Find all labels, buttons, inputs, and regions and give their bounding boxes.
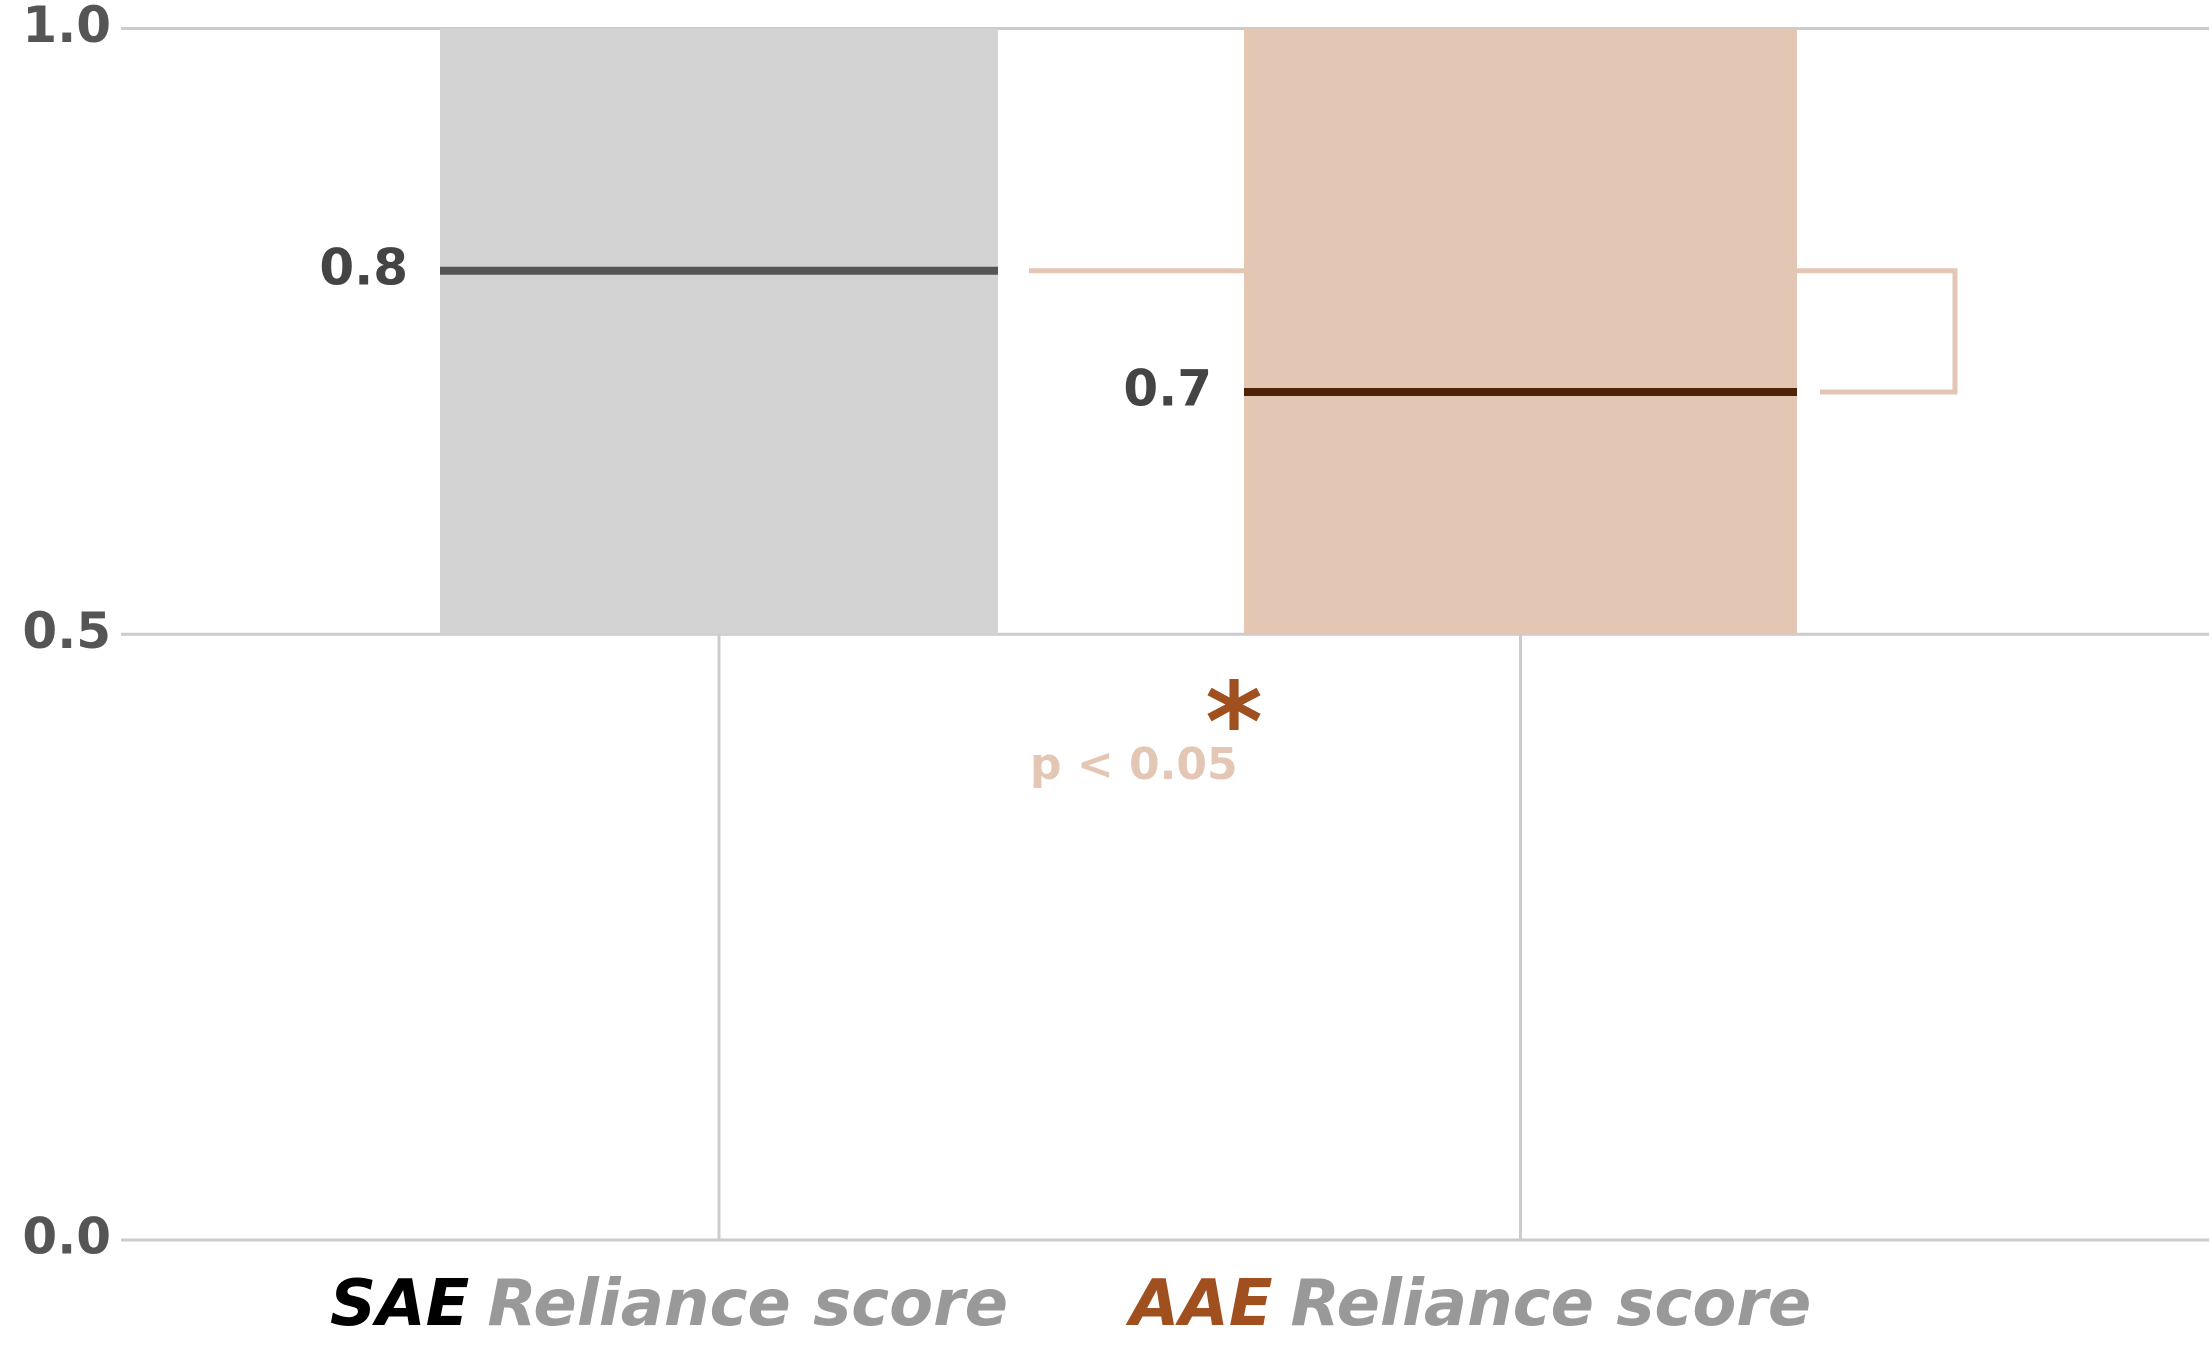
significance-marker: * [1205, 658, 1263, 786]
category-name: SAE [330, 1267, 469, 1341]
significance-bracket [1029, 268, 1958, 395]
x-tick-label: SAE Reliance score [330, 1267, 1008, 1341]
median-label: 0.7 [1123, 359, 1212, 417]
box [440, 28, 998, 635]
category-suffix: Reliance score [1291, 1267, 1812, 1341]
category-name: AAE [1125, 1267, 1273, 1341]
category-suffix: Reliance score [487, 1267, 1008, 1341]
y-tick-label: 0.5 [22, 602, 111, 660]
x-tick-label: AAE Reliance score [1125, 1267, 1812, 1341]
y-tick-label: 0.0 [22, 1208, 111, 1266]
median-label: 0.8 [319, 238, 408, 296]
box [1244, 28, 1797, 635]
p-value-label: p < 0.05 [1030, 739, 1238, 790]
y-tick-label: 1.0 [22, 0, 111, 54]
